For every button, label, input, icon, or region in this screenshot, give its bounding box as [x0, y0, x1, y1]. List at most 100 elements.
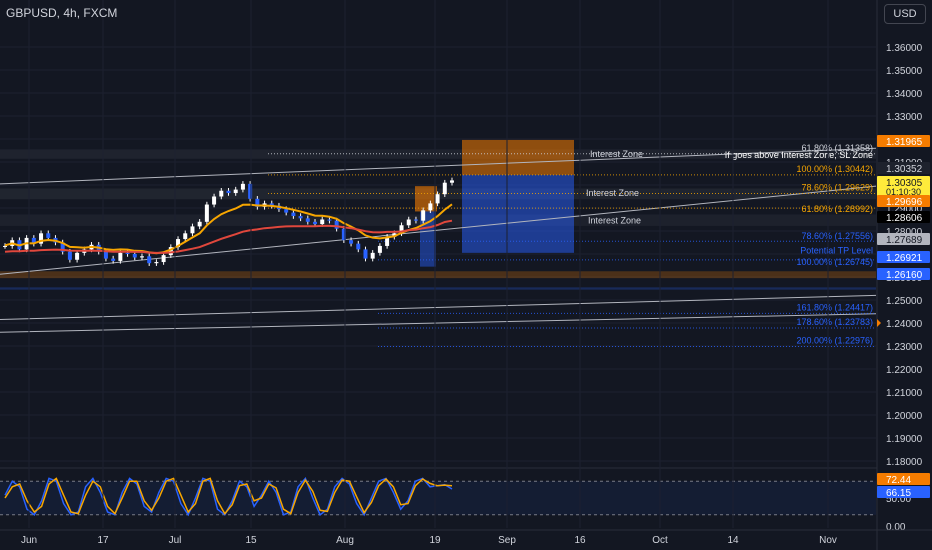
- price-bar: [291, 212, 296, 217]
- currency-selector[interactable]: USD: [884, 4, 926, 24]
- price-axis-tick: 1.19000: [886, 434, 923, 445]
- alert-marker: [877, 319, 881, 327]
- price-bar: [255, 198, 260, 207]
- price-bar: [421, 210, 426, 221]
- interest-zone-label: Interest Zone: [588, 216, 641, 226]
- fib-level-label: 78.60% (1.27556): [801, 231, 873, 241]
- price-axis-tick: 1.36000: [886, 43, 923, 54]
- price-bar: [139, 256, 144, 258]
- oscillator-tag-label: 66.15: [886, 488, 911, 499]
- price-bar: [183, 233, 188, 240]
- price-axis-tick: 1.29000: [886, 204, 923, 215]
- price-tag: [877, 135, 930, 147]
- price-bar: [341, 228, 346, 241]
- time-axis-tick: Jul: [169, 535, 182, 546]
- price-tag: [877, 233, 930, 245]
- price-bar: [168, 247, 173, 256]
- price-bar: [111, 258, 116, 261]
- price-tag: [877, 211, 930, 223]
- price-axis-tick: 1.33000: [886, 112, 923, 123]
- price-bar: [31, 237, 36, 244]
- price-bar: [327, 219, 332, 221]
- fib-level-label: 61.80% (1.28992): [801, 204, 873, 214]
- price-bar: [219, 190, 224, 197]
- moving-average-fast: [4, 203, 453, 255]
- time-axis-tick: Sep: [498, 535, 516, 546]
- price-bar: [176, 239, 181, 248]
- oscillator-band: [0, 481, 876, 515]
- price-bar: [147, 256, 152, 264]
- oscillator-d-line: [4, 477, 453, 516]
- price-tag-label: 1.26921: [886, 253, 923, 264]
- interest-zone-label: Interest Zone: [590, 149, 643, 159]
- price-tag: [877, 195, 930, 207]
- time-axis-tick: 16: [574, 535, 586, 546]
- price-bar: [370, 252, 375, 259]
- price-bar: [442, 182, 447, 195]
- price-tag-label: 1.29696: [886, 197, 923, 208]
- fib-level-label: 161.80% (1.24417): [796, 302, 873, 312]
- price-bar: [377, 245, 382, 253]
- price-bar: [435, 194, 440, 204]
- price-axis-tick: 1.24000: [886, 319, 923, 330]
- moving-average-slow: [4, 219, 453, 254]
- oscillator-axis-tick: 50.00: [886, 494, 911, 505]
- price-bar: [334, 220, 339, 229]
- price-bar: [349, 240, 354, 244]
- time-axis-tick: Jun: [21, 535, 37, 546]
- oscillator-tag: [877, 473, 930, 485]
- stop-loss-note: If goes above Interest Zone, SL Zone: [725, 150, 873, 160]
- time-axis-tick: 19: [429, 535, 441, 546]
- oscillator-tag: [877, 486, 930, 498]
- price-bar: [190, 226, 195, 234]
- price-bar: [284, 209, 289, 213]
- time-axis-tick: Nov: [819, 535, 837, 546]
- price-tag-label: 1.28606: [886, 213, 923, 224]
- price-bar: [399, 225, 404, 234]
- price-axis-tick: 1.34000: [886, 89, 923, 100]
- interest-zone-label: Interest Zone: [586, 188, 639, 198]
- fib-level-label: 200.00% (1.22976): [796, 336, 873, 346]
- price-bar: [226, 190, 231, 194]
- take-profit-box: [462, 174, 574, 253]
- time-axis-tick: 15: [245, 535, 257, 546]
- price-bar: [125, 252, 130, 254]
- price-bar: [428, 203, 433, 211]
- price-tag: [877, 176, 930, 197]
- potential-tp-label: Potential TP Level: [800, 246, 873, 256]
- price-tag-label: 1.30352: [886, 164, 923, 175]
- fib-level-label: 78.60% (1.29629): [801, 183, 873, 193]
- time-axis-tick: Oct: [652, 535, 668, 546]
- price-axis-tick: 1.21000: [886, 388, 923, 399]
- price-bar: [320, 219, 325, 225]
- price-tag: [877, 268, 930, 280]
- price-tag-label: 1.27689: [886, 235, 923, 246]
- interest-zone: [0, 214, 876, 226]
- price-axis-tick: 1.22000: [886, 365, 923, 376]
- price-bar: [132, 254, 137, 258]
- fib-level-label: 178.60% (1.23783): [796, 317, 873, 327]
- price-bar: [385, 236, 390, 246]
- time-axis-tick: 17: [97, 535, 109, 546]
- price-bar: [103, 251, 108, 259]
- interest-zone: [0, 149, 876, 159]
- countdown-label: 01:10:30: [886, 187, 921, 197]
- channel-base-line: [0, 313, 877, 333]
- price-bar: [392, 233, 397, 237]
- interest-zone: [0, 271, 876, 279]
- price-bar: [305, 218, 310, 222]
- channel-lower-line: [0, 294, 877, 321]
- price-bar: [450, 180, 454, 183]
- fib-level-label: 100.00% (1.30442): [796, 164, 873, 174]
- price-bar: [212, 196, 217, 205]
- price-bar: [248, 183, 253, 199]
- price-bar: [406, 219, 411, 226]
- price-axis-tick: 1.35000: [886, 66, 923, 77]
- time-axis-tick: Aug: [336, 535, 354, 546]
- price-bar: [204, 204, 209, 222]
- price-tag-label: 1.31965: [886, 137, 923, 148]
- price-axis-tick: 1.20000: [886, 411, 923, 422]
- price-bar: [60, 242, 65, 252]
